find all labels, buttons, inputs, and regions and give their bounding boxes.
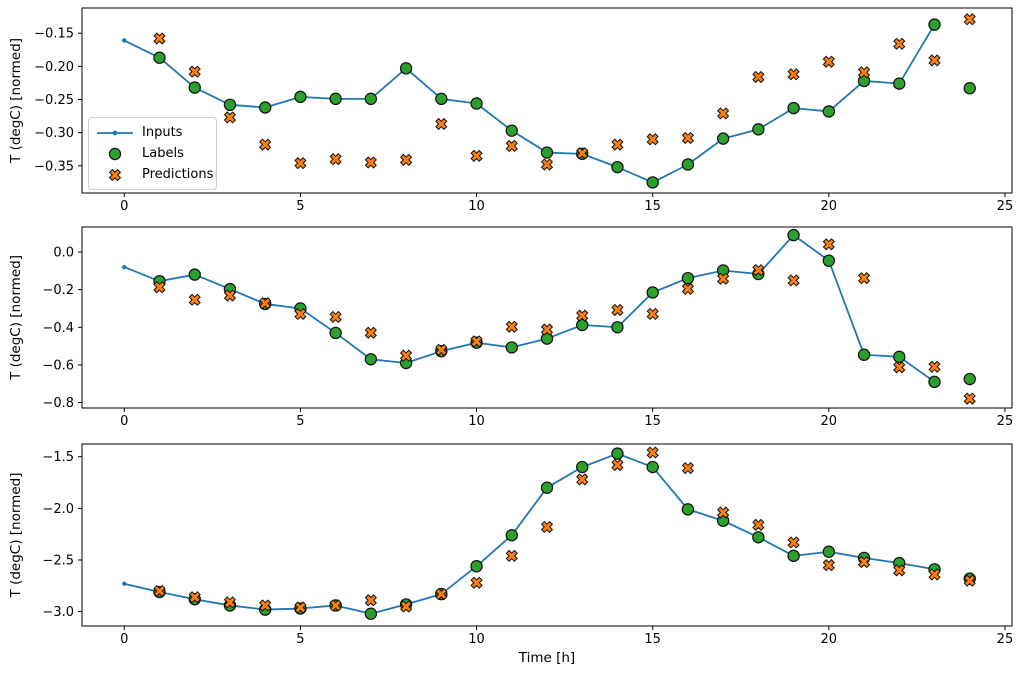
- x-tick-label: 20: [821, 414, 838, 429]
- labels-series: [153, 18, 976, 189]
- y-axis-label-subplot-2: T (degC) [normed]: [8, 255, 24, 381]
- y-tick-label: −2.5: [42, 553, 74, 568]
- x-tick-label: 25: [997, 632, 1014, 647]
- predictions-series: [153, 13, 976, 171]
- labels-series: [153, 228, 976, 389]
- x-axis-label: Time [h]: [518, 650, 575, 666]
- subplot-2: 0.0 −0.2 −0.4 −0.6 −0.8 0 5 10 15 20 25: [42, 226, 1013, 429]
- y-tick-label: −0.20: [34, 60, 74, 75]
- legend-item-labels: Labels: [94, 144, 210, 163]
- legend-item-inputs: Inputs: [94, 123, 210, 142]
- x-tick-label: 10: [468, 199, 485, 214]
- y-tick-label: −0.30: [34, 126, 74, 141]
- y-tick-label: −0.35: [34, 159, 74, 174]
- x-tick-label: 20: [821, 632, 838, 647]
- inputs-series: [122, 22, 937, 185]
- legend-item-predictions: Predictions: [94, 165, 214, 184]
- x-tick-label: 0: [120, 632, 128, 647]
- y-tick-label: −0.25: [34, 93, 74, 108]
- legend-label-predictions: Predictions: [142, 167, 214, 182]
- axes-frame: [81, 7, 1013, 194]
- predictions-series: [153, 238, 976, 405]
- x-tick-label: 15: [644, 632, 661, 647]
- x-tick-label: 10: [468, 632, 485, 647]
- y-tick-label: −0.15: [34, 27, 74, 42]
- inputs-line-icon: [97, 130, 133, 135]
- y-axis-ticks: 0.0 −0.2 −0.4 −0.6 −0.8: [42, 246, 82, 411]
- x-tick-label: 5: [296, 199, 304, 214]
- x-tick-label: 0: [120, 414, 128, 429]
- y-tick-label: −0.8: [42, 396, 74, 411]
- axes-frame: [81, 443, 1013, 627]
- labels-marker-icon: [108, 147, 122, 160]
- y-tick-label: −0.6: [42, 358, 74, 373]
- legend-label-inputs: Inputs: [142, 125, 183, 140]
- x-tick-label: 25: [997, 414, 1014, 429]
- x-tick-label: 5: [296, 414, 304, 429]
- y-tick-label: −3.0: [42, 605, 74, 620]
- x-axis-ticks: 0 5 10 15 20 25: [120, 193, 1013, 214]
- y-tick-label: −0.4: [42, 321, 74, 336]
- subplot-3: −1.5 −2.0 −2.5 −3.0 0 5 10 15 20 25: [42, 443, 1013, 647]
- inputs-series: [122, 451, 937, 616]
- y-axis-label-subplot-3: T (degC) [normed]: [8, 473, 24, 599]
- y-tick-label: −1.5: [42, 450, 74, 465]
- y-tick-label: −2.0: [42, 502, 74, 517]
- x-tick-label: 20: [821, 199, 838, 214]
- inputs-series: [122, 232, 937, 385]
- x-tick-label: 5: [296, 632, 304, 647]
- x-tick-label: 0: [120, 199, 128, 214]
- y-axis-ticks: −1.5 −2.0 −2.5 −3.0: [42, 450, 82, 620]
- x-tick-label: 25: [997, 199, 1014, 214]
- y-axis-ticks: −0.15 −0.20 −0.25 −0.30 −0.35: [34, 27, 82, 174]
- x-tick-label: 10: [468, 414, 485, 429]
- x-axis-ticks: 0 5 10 15 20 25: [120, 626, 1013, 647]
- y-axis-label-subplot-1: T (degC) [normed]: [8, 38, 24, 164]
- legend: Inputs Labels Predictions: [88, 117, 217, 190]
- x-axis-ticks: 0 5 10 15 20 25: [120, 408, 1013, 429]
- legend-label-labels: Labels: [142, 146, 184, 161]
- y-tick-label: −0.2: [42, 283, 74, 298]
- predictions-marker-icon: [108, 168, 122, 181]
- x-tick-label: 15: [644, 414, 661, 429]
- labels-series: [153, 447, 976, 620]
- subplot-1: −0.15 −0.20 −0.25 −0.30 −0.35 0 5 10 15 20 25: [34, 7, 1013, 214]
- x-tick-label: 15: [644, 199, 661, 214]
- predictions-series: [153, 446, 976, 614]
- axes-frame: [81, 226, 1013, 409]
- y-tick-label: 0.0: [53, 246, 74, 261]
